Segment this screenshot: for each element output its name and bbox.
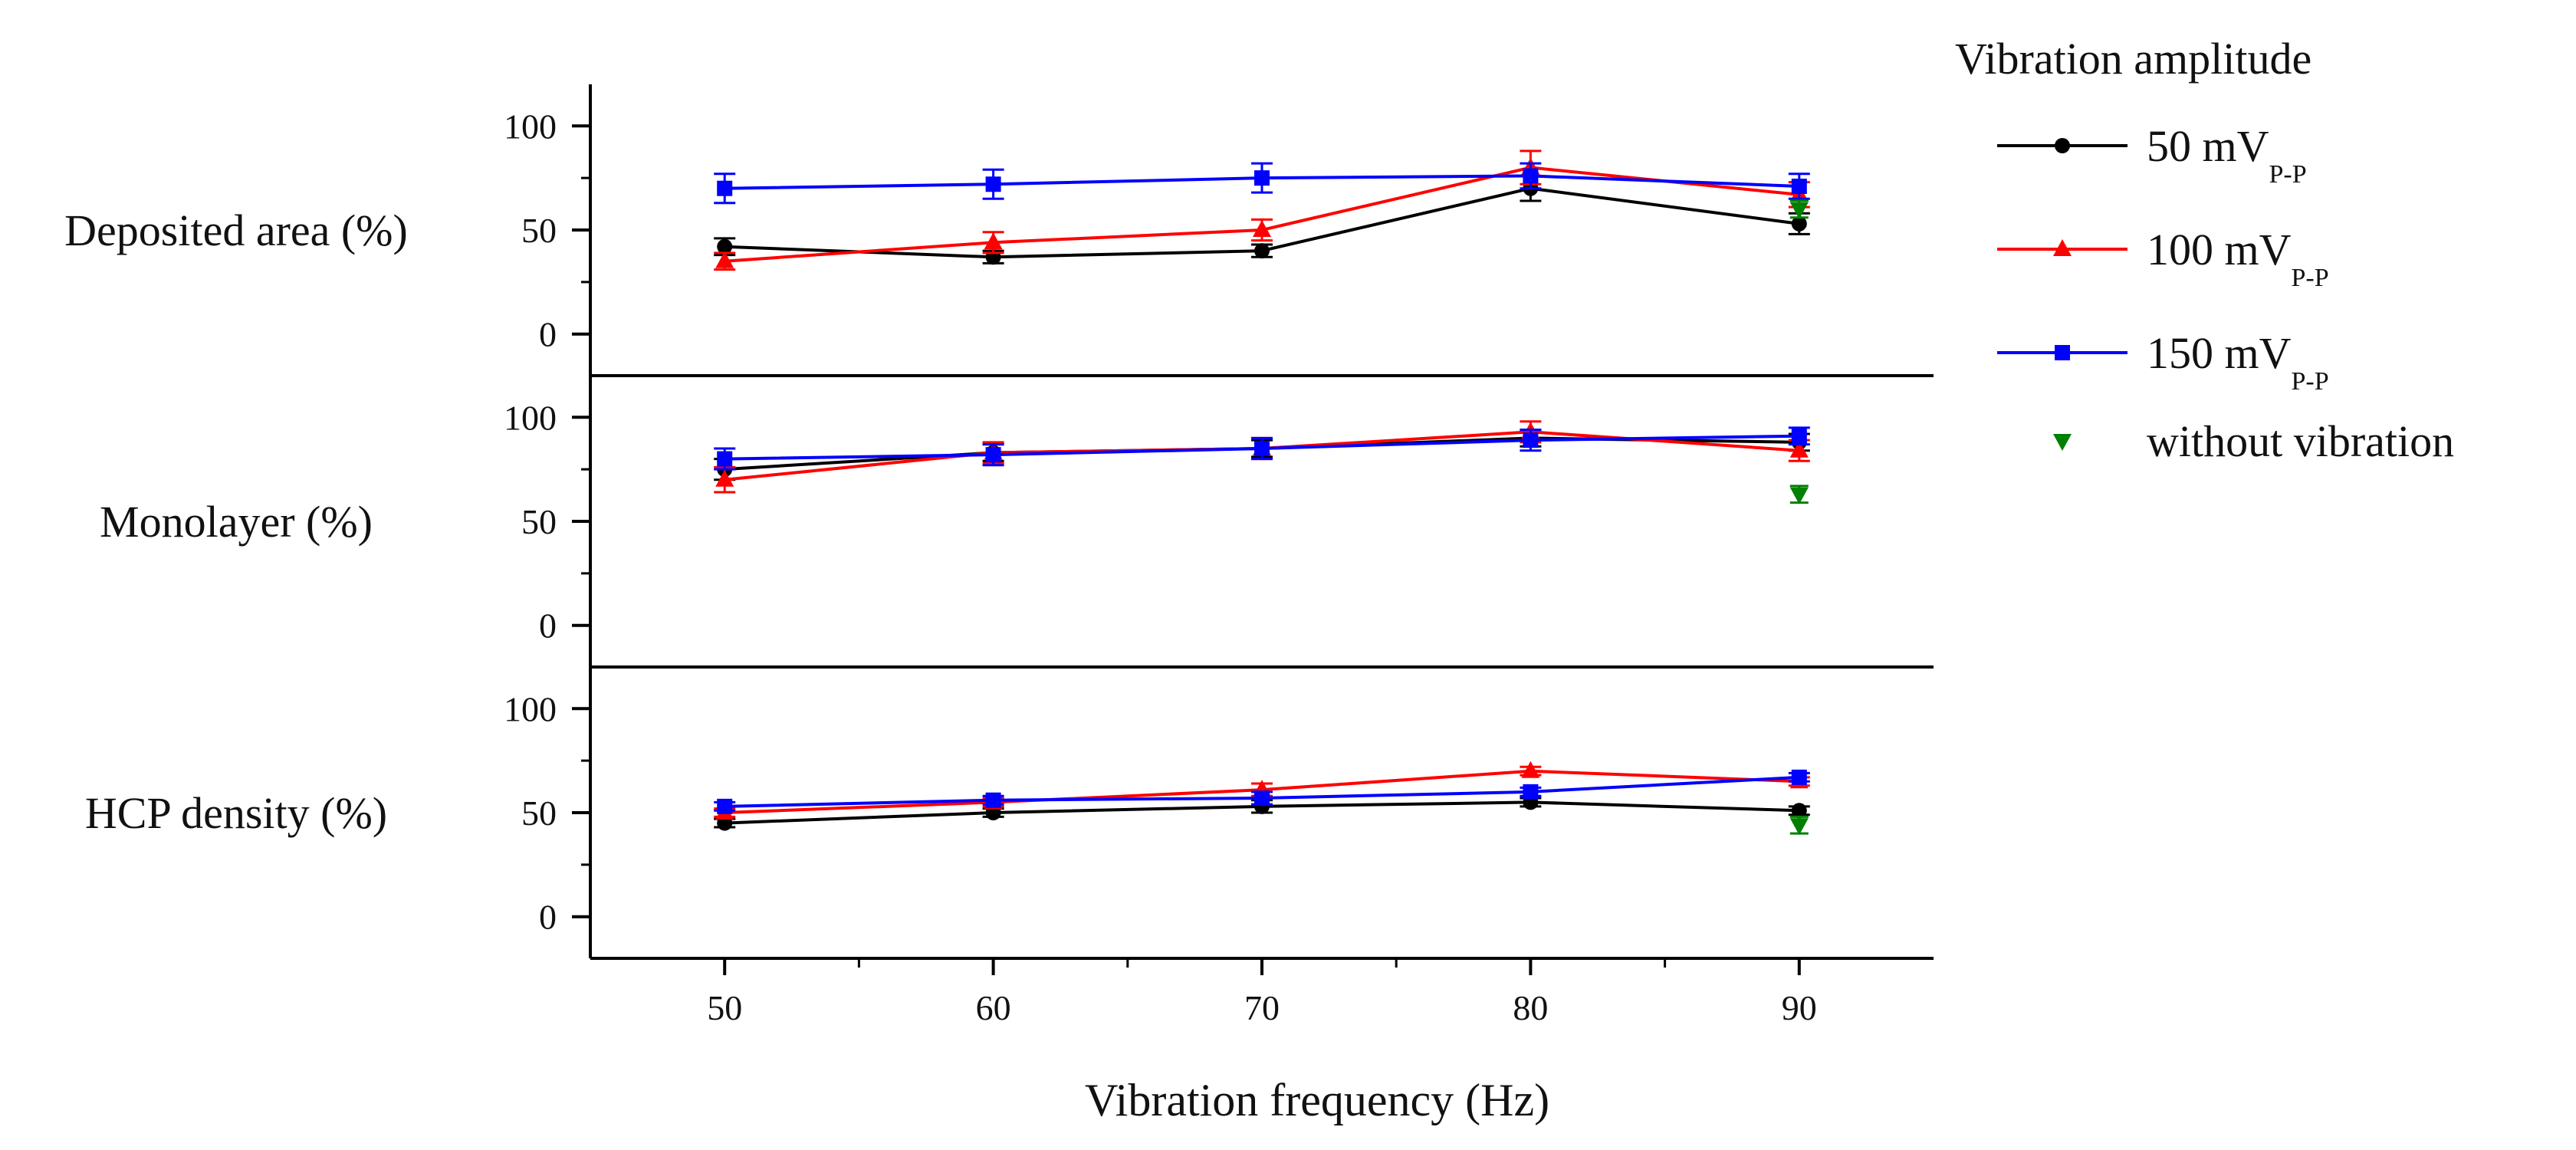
- marker-triangle-down: [1789, 487, 1809, 504]
- panel-ylabel: HCP density (%): [85, 788, 387, 838]
- x-tick-label: 80: [1513, 988, 1548, 1027]
- marker-square: [985, 792, 1001, 808]
- x-tick-label: 70: [1244, 988, 1280, 1027]
- marker-triangle-down: [1789, 202, 1809, 219]
- x-tick-label: 50: [707, 988, 742, 1027]
- marker-circle: [717, 238, 733, 255]
- y-tick-label: 0: [539, 898, 557, 937]
- y-tick-label: 50: [521, 211, 557, 250]
- y-tick-label: 50: [521, 502, 557, 541]
- marker-square: [1254, 441, 1270, 456]
- marker-square: [717, 798, 733, 814]
- x-tick-label: 90: [1782, 988, 1817, 1027]
- marker-circle: [1791, 215, 1807, 232]
- marker-triangle-down: [1789, 818, 1809, 836]
- series-3: [714, 162, 1810, 205]
- marker-square: [1791, 769, 1807, 785]
- marker-circle: [1791, 803, 1807, 819]
- axes-layer: 50 60 70 80 90 0 50 100 Deposited area (%) 0 50 100…: [64, 84, 1934, 1027]
- marker-triangle-down: [2053, 434, 2072, 451]
- marker-triangle-up: [715, 469, 734, 487]
- marker-square: [2055, 345, 2070, 360]
- marker-square: [1523, 168, 1539, 184]
- x-tick-label: 60: [976, 988, 1011, 1027]
- marker-triangle-up: [2053, 239, 2072, 256]
- y-tick-label: 100: [504, 398, 557, 437]
- marker-circle: [1254, 243, 1270, 259]
- series-layer: [714, 150, 1810, 836]
- legend-label-subscript: P-P: [2292, 264, 2329, 292]
- legend-label-subscript: P-P: [2292, 367, 2329, 396]
- panel-3: [714, 761, 1810, 836]
- marker-circle: [2055, 138, 2070, 153]
- marker-square: [717, 180, 733, 196]
- panel-2: [714, 420, 1810, 504]
- marker-square: [1523, 432, 1539, 449]
- series-3: [714, 426, 1810, 471]
- y-tick-label: 0: [539, 315, 557, 354]
- marker-square: [985, 176, 1001, 192]
- panel-ylabel: Deposited area (%): [64, 205, 408, 255]
- y-tick-label: 100: [504, 689, 557, 728]
- marker-triangle-up: [1789, 440, 1809, 458]
- marker-square: [1523, 784, 1539, 800]
- y-tick-label: 0: [539, 606, 557, 646]
- marker-triangle-up: [1253, 220, 1271, 237]
- legend-entry-4: without vibration: [2053, 416, 2454, 466]
- marker-square: [1254, 170, 1270, 186]
- marker-triangle-up: [984, 232, 1003, 250]
- legend-title: Vibration amplitude: [1955, 34, 2312, 84]
- marker-square: [717, 451, 733, 467]
- marker-triangle-up: [715, 251, 734, 268]
- legend-label: without vibration: [2147, 416, 2454, 466]
- legend-label-subscript: P-P: [2269, 160, 2307, 189]
- x-axis-title: Vibration frequency (Hz): [1085, 1075, 1549, 1125]
- series-3: [714, 769, 1810, 814]
- marker-square: [985, 447, 1001, 463]
- y-tick-label: 50: [521, 794, 557, 833]
- panel-ylabel: Monolayer (%): [100, 497, 373, 547]
- marker-square: [1791, 428, 1807, 444]
- marker-square: [1791, 179, 1807, 194]
- panel-1: [714, 150, 1810, 271]
- marker-square: [1254, 790, 1270, 806]
- y-tick-label: 100: [504, 107, 557, 146]
- marker-triangle-up: [1521, 761, 1540, 778]
